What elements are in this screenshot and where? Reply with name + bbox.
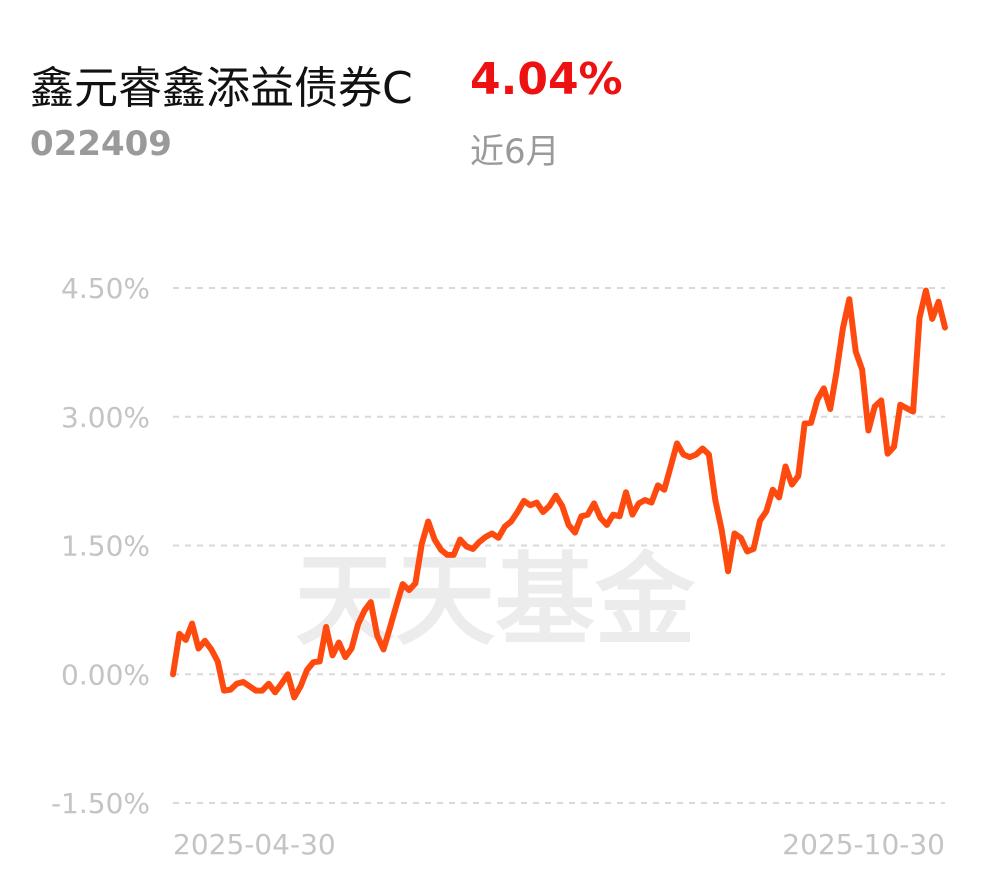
y-axis: 4.50% 3.00% 1.50% 0.00% -1.50%	[51, 272, 150, 820]
grid-lines	[173, 287, 945, 804]
y-tick-label: 1.50%	[61, 530, 150, 563]
y-tick-label: 0.00%	[61, 658, 150, 691]
y-tick-label: 3.00%	[61, 401, 150, 434]
return-period: 近6月	[470, 132, 560, 172]
y-tick-label: 4.50%	[61, 272, 150, 305]
y-tick-label: -1.50%	[51, 787, 150, 820]
series-line	[170, 287, 948, 701]
fund-code: 022409	[30, 124, 172, 164]
x-tick-label: 2025-04-30	[173, 828, 336, 861]
x-tick-label: 2025-10-30	[782, 828, 945, 861]
watermark: 天天基金	[295, 541, 696, 659]
fund-name: 鑫元睿鑫添益债券C	[30, 63, 413, 114]
fund-return: 4.04%	[470, 54, 623, 105]
x-axis: 2025-04-30 2025-10-30	[173, 828, 945, 861]
